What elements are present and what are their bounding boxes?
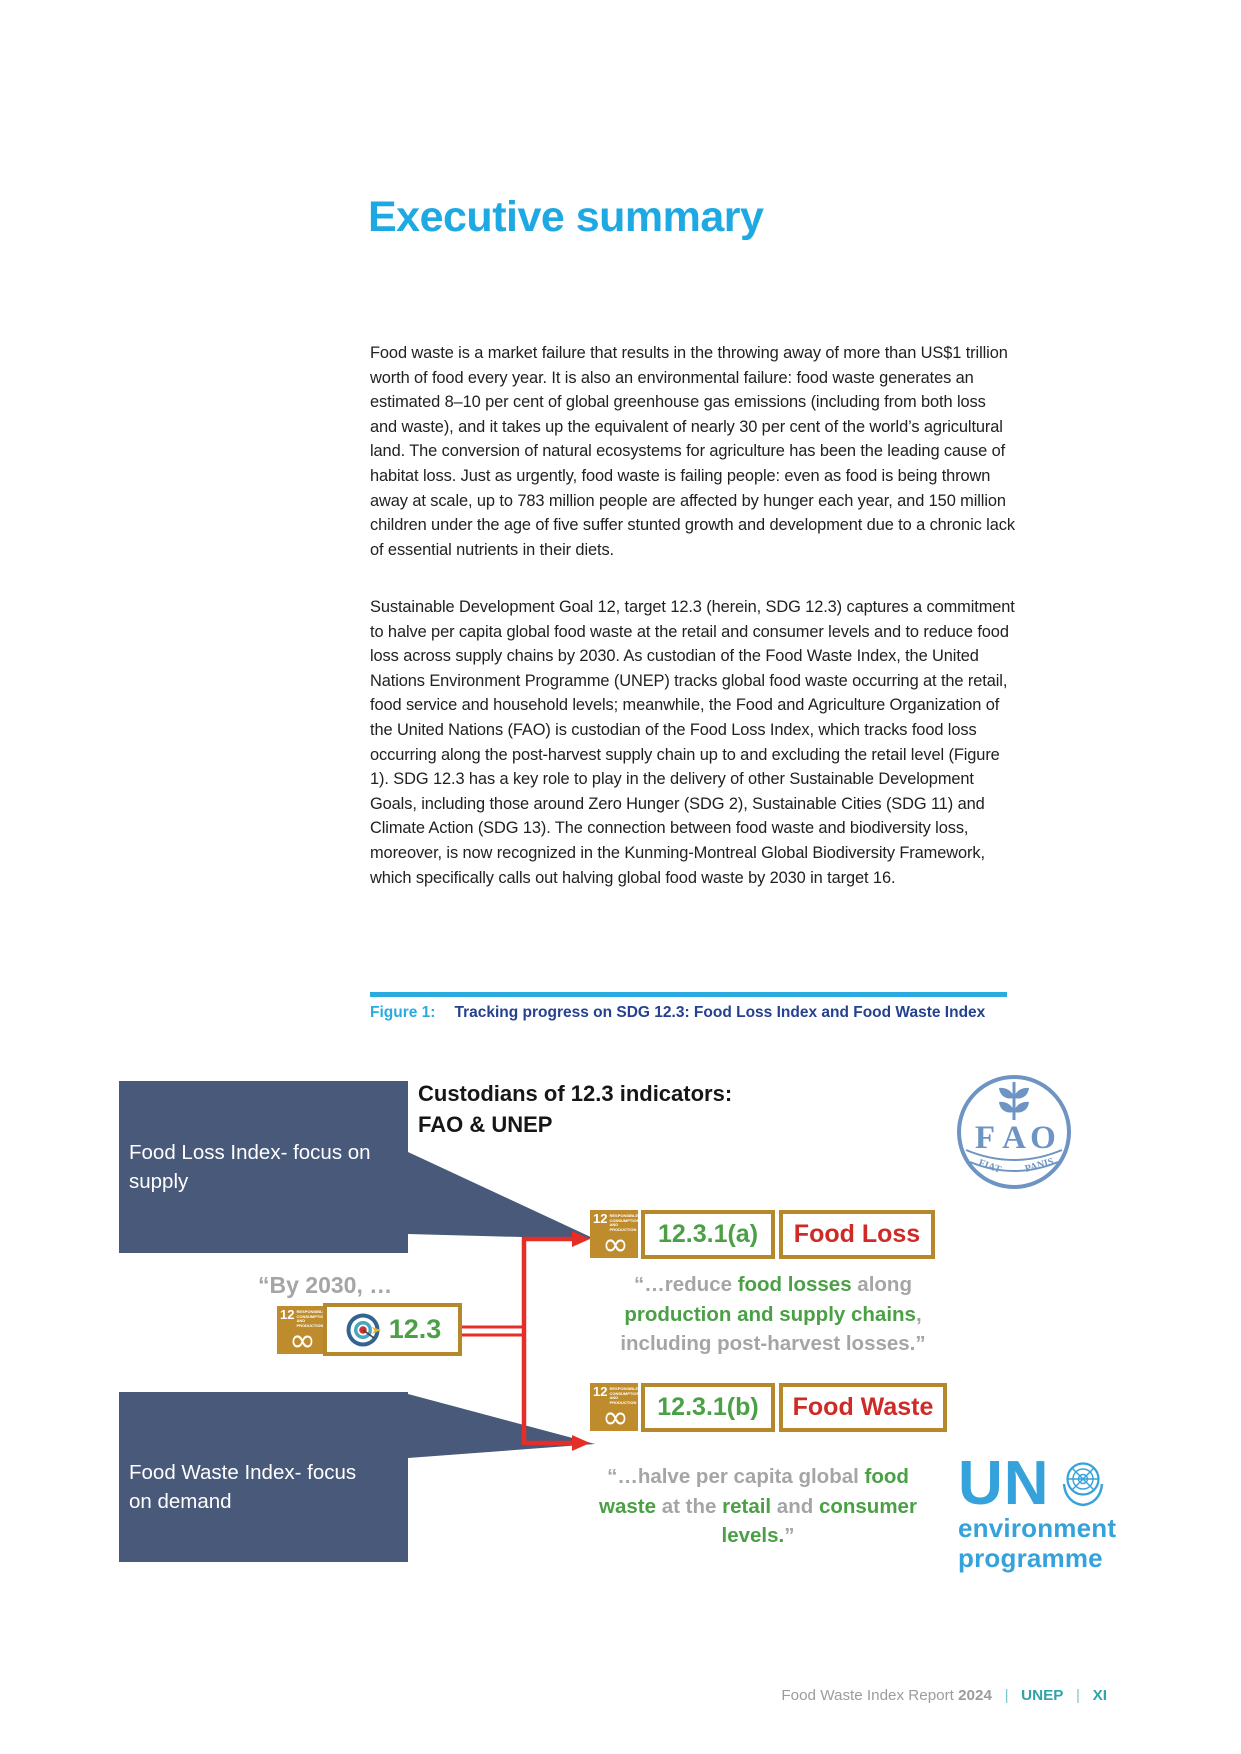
food-loss-quote-line3: including post-harvest losses.”	[620, 1332, 926, 1355]
page-title: Executive summary	[368, 193, 764, 241]
svg-text:F: F	[975, 1120, 995, 1156]
unep-logo-un-text: UN	[958, 1449, 1050, 1518]
figure-label: Figure 1:	[370, 1004, 436, 1021]
food-loss-index-callout-line1: Food Loss Index- focus on	[129, 1141, 371, 1164]
food-loss-index-callout-line2: supply	[129, 1170, 189, 1193]
food-loss-quote: “…reduce food losses along production an…	[523, 1270, 1023, 1359]
food-waste-box: Food Waste	[779, 1383, 947, 1432]
food-waste-quote-line3: levels.”	[721, 1524, 795, 1547]
sdg12-icon: 12 RESPONSIBLE CONSUMPTION AND PRODUCTIO…	[590, 1383, 640, 1436]
food-waste-quote-line2: waste at the retail and consumer	[599, 1494, 917, 1518]
food-waste-quote-line1: “…halve per capita global food	[607, 1465, 909, 1488]
target-bullseye-icon	[346, 1313, 381, 1346]
food-waste-index-callout-line2: on demand	[129, 1490, 232, 1513]
un-emblem-icon	[1062, 1462, 1103, 1507]
food-waste-index-callout-line1: Food Waste Index- focus	[129, 1461, 357, 1484]
food-loss-index-callout: Food Loss Index- focus on supply	[119, 1081, 408, 1253]
food-loss-quote-line2: production and supply chains,	[624, 1302, 922, 1326]
sdg12-caption: RESPONSIBLE CONSUMPTION AND PRODUCTION	[609, 1386, 640, 1405]
indicator-12-3-1b-box: 12.3.1(b)	[641, 1383, 775, 1432]
unep-logo-programme: programme	[958, 1543, 1103, 1573]
food-waste-index-callout: Food Waste Index- focus on demand	[119, 1392, 408, 1562]
paragraph-1: Food waste is a market failure that resu…	[370, 344, 1015, 559]
sdg12-icon: 12 RESPONSIBLE CONSUMPTION AND PRODUCTIO…	[277, 1306, 327, 1359]
svg-text:FIAT: FIAT	[977, 1157, 1003, 1175]
unep-logo: UN environment programme	[958, 1449, 1117, 1574]
indicator-12-3-1a-box: 12.3.1(a)	[641, 1210, 775, 1259]
sdg12-icon: 12 RESPONSIBLE CONSUMPTION AND PRODUCTIO…	[590, 1210, 640, 1263]
fao-logo: F A O FIAT PANIS	[957, 1075, 1071, 1189]
figure-rule	[370, 992, 1007, 997]
food-loss-quote-line1: “…reduce food losses along	[634, 1273, 912, 1296]
page-footer: Food Waste Index Report 2024 | UNEP | XI	[781, 1687, 1107, 1704]
sdg12-caption: RESPONSIBLE CONSUMPTION AND PRODUCTION	[609, 1213, 640, 1232]
infinity-icon: ∞	[289, 1321, 316, 1359]
figure-caption-text: Tracking progress on SDG 12.3: Food Loss…	[454, 1004, 986, 1021]
sdg12-number: 12	[593, 1211, 608, 1226]
target-12-3-label: 12.3	[388, 1314, 442, 1344]
food-waste-quote: “…halve per capita global food waste at …	[508, 1462, 1008, 1551]
by-2030-label: “By 2030, …	[258, 1272, 393, 1298]
infinity-icon: ∞	[602, 1225, 629, 1263]
custodians-heading: Custodians of 12.3 indicators: FAO & UNE…	[418, 1078, 732, 1140]
sdg12-caption: RESPONSIBLE CONSUMPTION AND PRODUCTION	[296, 1309, 327, 1328]
custodians-heading-line2: FAO & UNEP	[418, 1112, 553, 1137]
paragraph-2: Sustainable Development Goal 12, target …	[370, 598, 1015, 887]
unep-logo-environment: environment	[958, 1513, 1117, 1543]
target-12-3-box: 12.3	[323, 1303, 462, 1356]
sdg12-number: 12	[280, 1307, 295, 1322]
svg-text:A: A	[1002, 1120, 1026, 1156]
sdg12-number: 12	[593, 1384, 608, 1399]
connector-graphics	[408, 1152, 595, 1458]
svg-text:O: O	[1030, 1120, 1056, 1156]
food-loss-box: Food Loss	[779, 1210, 935, 1259]
figure-caption: Figure 1: Tracking progress on SDG 12.3: …	[370, 1004, 985, 1022]
custodians-heading-line1: Custodians of 12.3 indicators:	[418, 1081, 733, 1106]
infinity-icon: ∞	[602, 1398, 629, 1436]
